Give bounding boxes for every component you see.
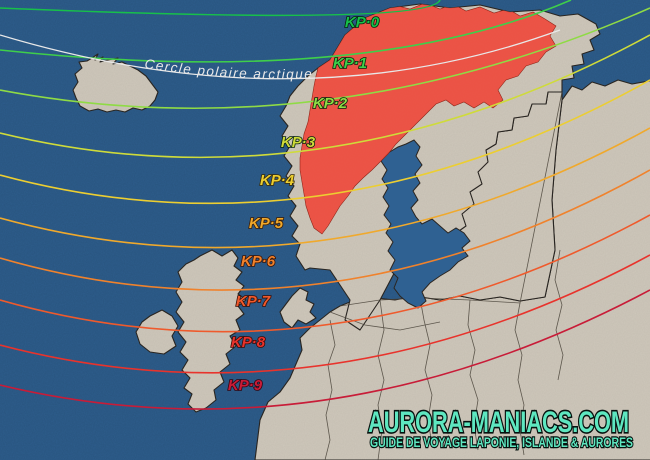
svg-text:KP·7: KP·7 bbox=[236, 293, 271, 310]
svg-text:KP·9: KP·9 bbox=[228, 377, 263, 394]
svg-text:KP·5: KP·5 bbox=[249, 215, 284, 232]
svg-text:GUIDE DE VOYAGE LAPONIE, ISLAN: GUIDE DE VOYAGE LAPONIE, ISLANDE & AUROR… bbox=[370, 435, 633, 450]
svg-text:KP·1: KP·1 bbox=[333, 55, 367, 72]
svg-text:KP·6: KP·6 bbox=[241, 253, 276, 270]
svg-text:KP·8: KP·8 bbox=[231, 334, 266, 351]
svg-text:KP·0: KP·0 bbox=[345, 14, 380, 31]
svg-text:KP·4: KP·4 bbox=[260, 172, 295, 189]
svg-text:KP·2: KP·2 bbox=[313, 95, 348, 112]
svg-text:KP·3: KP·3 bbox=[281, 134, 316, 151]
